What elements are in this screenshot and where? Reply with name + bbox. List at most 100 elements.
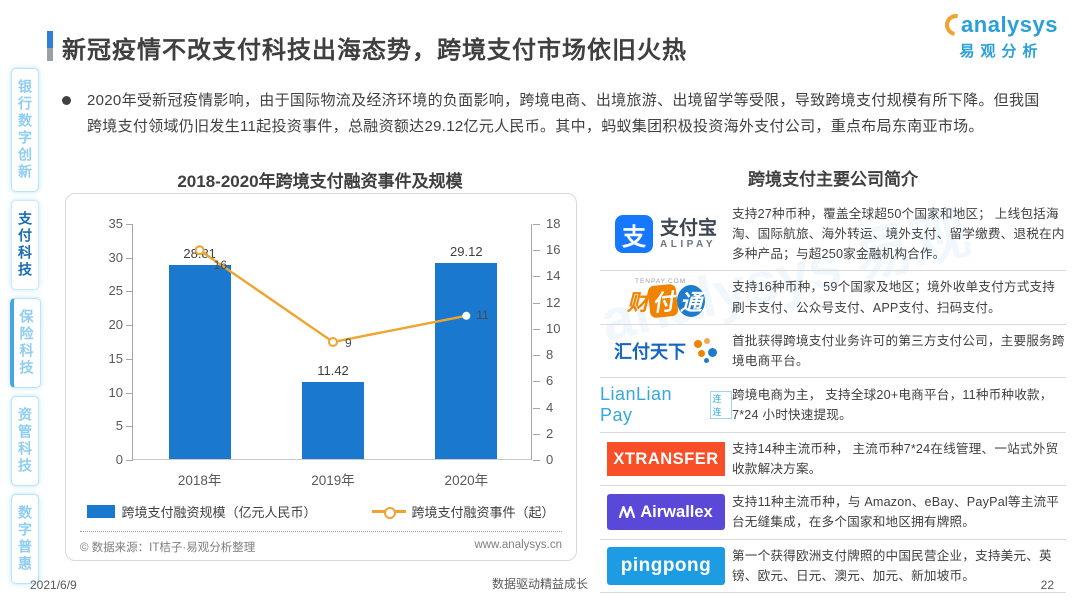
bar-value-label: 11.42 [317,362,349,378]
companies-title: 跨境支付主要公司简介 [748,170,918,189]
tenpay-subtitle: TENPAY.COM [634,278,687,286]
y-right-tick-mark [533,460,540,461]
pingpong-logo: pingpong [607,546,725,585]
sidebar-item-payment-tech[interactable]: 支付科技 [11,200,39,290]
company-description: 跨境电商为主， 支持全球20+电商平台，11种币种收款，7*24 小时快速提现。 [732,387,1053,422]
y-left-tick-mark [126,291,133,293]
footer-date: 2021/6/9 [30,578,77,592]
company-row-xtransfer: XTRANSFER 支持14种主流币种， 主流币种7*24在线管理、一站式外贸收… [600,433,1066,487]
x-axis-label: 2018年 [177,473,222,488]
line-value-label: 16 [213,258,228,273]
sidebar-item-digital-inclusion[interactable]: 数字普惠 [11,494,39,584]
line-point [328,337,338,347]
y-left-tick-label: 10 [108,384,123,400]
line-legend-swatch [371,506,406,519]
y-left-tick-label: 30 [108,249,123,265]
footer-page-number: 22 [1040,578,1054,592]
company-description: 支持27种币种，覆盖全球超50个国家和地区； 上线包括海淘、国际航旅、海外转运、… [732,207,1065,262]
line-series [194,245,471,347]
legend-item-line: 跨境支付融资事件（起） [371,502,555,521]
company-description: 支持14种主流币种， 主流币种7*24在线管理、一站式外贸收款解决方案。 [732,441,1059,477]
sidebar-item-bank-digital[interactable]: 银行数字创新 [11,68,39,192]
company-row-alipay: 支 支付宝 ALIPAY 支持27种币种，覆盖全球超50个国家和地区； 上线包括… [600,198,1066,272]
huifu-logo: 汇付天下 [600,337,732,364]
y-left-tick-mark [126,224,133,225]
legend-item-bar: 跨境支付融资规模（亿元人民币） [87,502,317,521]
companies-panel: 跨境支付主要公司简介 支 支付宝 ALIPAY 支持27种币种，覆盖全球超50个… [600,165,1066,593]
title-accent-bar [47,31,53,61]
summary-text: 2020年受新冠疫情影响，由于国际物流及经济环境的负面影响，跨境电商、出境旅游、… [87,92,1040,136]
brand-logo: analysys 易观分析 [940,9,1058,61]
bar-legend-label: 跨境支付融资规模（亿元人民币） [121,505,317,520]
chart-legend: 跨境支付融资规模（亿元人民币） 跨境支付融资事件（起） [66,502,576,521]
bar-2018年 [168,264,231,459]
chart-source-row: © 数据来源：IT桔子·易观分析整理 www.analysys.cn [80,531,562,555]
y-right-tick-mark [533,433,540,435]
line-point [194,245,205,256]
y-left-tick-mark [126,426,133,428]
y-left-tick-mark [126,358,133,360]
x-axis-label: 2020年 [444,473,489,488]
alipay-logo: 支 支付宝 ALIPAY [600,215,732,254]
footer-slogan: 数据驱动精益成长 [491,577,588,591]
tenpay-logo: TENPAY.COM 财付通 [600,278,732,319]
y-right-tick-label: 18 [546,216,561,231]
x-axis-label: 2019年 [311,473,355,488]
y-right-tick-label: 8 [546,347,554,363]
sidebar-item-insurance-tech[interactable]: 保险科技 [9,298,41,388]
alipay-subtitle: ALIPAY [659,238,716,250]
y-left-tick-label: 35 [108,216,123,231]
brand-name-en: analysys [961,12,1058,37]
line-value-label: 11 [476,307,489,322]
brand-name-cn: 易观分析 [959,43,1044,60]
huifu-name: 汇付天下 [614,341,686,362]
lianlian-logo: LianLian Pay 连连 [600,384,732,426]
page-title: 新冠疫情不改支付科技出海态势，跨境支付市场依旧火热 [62,37,687,64]
lianlian-name: LianLian Pay [600,383,673,425]
y-left-tick-label: 25 [108,283,123,299]
y-right-tick-mark [533,328,540,330]
alipay-name: 支付宝 [659,217,717,239]
company-row-tenpay: TENPAY.COM 财付通 支持16种币种，59个国家及地区；境外收单支付方式… [600,271,1066,325]
y-left-tick-label: 15 [108,350,123,366]
lianlian-cn-badge: 连连 [710,390,732,419]
source-url: www.analysys.cn [474,539,562,551]
chart-plot: 3530252015105018161412108642028.812018年1… [109,216,561,488]
sidebar: 银行数字创新 支付科技 保险科技 资管科技 数字普惠 [8,68,42,584]
company-row-airwallex: Airwallex 支持11种主流币种，与 Amazon、eBay、PayPal… [600,486,1066,540]
huifu-mosaic-icon [692,337,718,364]
y-right-tick-label: 6 [546,373,554,389]
y-right-tick-label: 12 [546,294,561,310]
sidebar-item-asset-tech[interactable]: 资管科技 [11,396,39,486]
y-right-tick-mark [533,407,540,409]
y-right-tick-label: 4 [546,399,554,415]
summary-bullet: 2020年受新冠疫情影响，由于国际物流及经济环境的负面影响，跨境电商、出境旅游、… [62,88,1052,141]
y-right-tick-mark [533,276,540,278]
y-left-tick-label: 20 [108,317,123,333]
airwallex-mark-icon [619,506,636,519]
y-right-tick-label: 16 [546,242,561,258]
bar-legend-swatch [87,505,116,518]
company-row-huifu: 汇付天下 首批获得跨境支付业务许可的第三方支付公司，主要服务跨境电商平台。 [600,325,1066,378]
company-row-lianlian: LianLian Pay 连连 跨境电商为主， 支持全球20+电商平台，11种币… [600,378,1066,433]
y-right-tick-label: 2 [546,425,554,441]
bullet-icon [62,96,71,105]
chart-card: 3530252015105018161412108642028.812018年1… [65,193,577,561]
company-description: 支持11种主流币种，与 Amazon、eBay、PayPal等主流平台无缝集成，… [732,495,1060,530]
airwallex-logo: Airwallex [607,494,725,531]
line-value-label: 9 [345,336,352,350]
company-row-pingpong: pingpong 第一个获得欧洲支付牌照的中国民营企业，支持美元、英镑、欧元、日… [600,540,1066,593]
line-legend-label: 跨境支付融资事件（起） [411,505,555,520]
y-left-tick-mark [126,325,133,327]
y-right-tick-mark [533,224,540,225]
bar-2020年 [435,262,498,459]
bar-value-label: 29.12 [450,243,483,259]
company-description: 第一个获得欧洲支付牌照的中国民营企业，支持美元、英镑、欧元、日元、澳元、加元、新… [732,548,1052,583]
y-right-tick-mark [533,355,540,357]
bar-2019年 [302,382,364,459]
y-left-tick-mark [126,460,133,461]
y-right-tick-label: 14 [546,268,561,284]
chart-title: 2018-2020年跨境支付融资事件及规模 [177,172,463,191]
y-left-tick-mark [126,392,133,394]
